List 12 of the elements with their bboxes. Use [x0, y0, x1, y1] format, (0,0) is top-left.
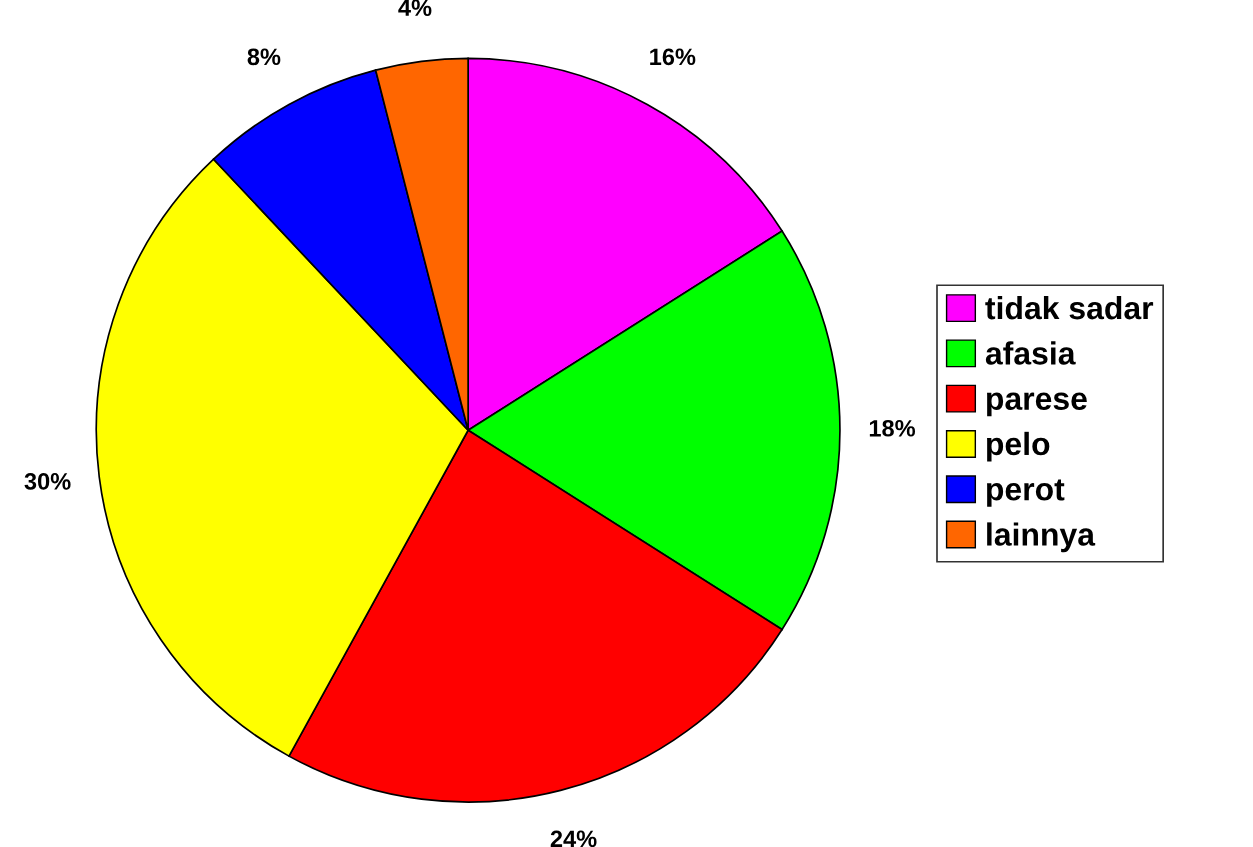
- legend-label: pelo: [987, 431, 1050, 462]
- legend-label: perot: [987, 479, 1065, 507]
- data-label: 24%: [550, 830, 597, 847]
- legend-label: afasia: [985, 341, 1076, 365]
- legend-label: tidak sadar: [985, 295, 1154, 320]
- data-label: 4%: [398, 0, 432, 17]
- legend-label: lainnya: [987, 522, 1096, 553]
- legend-label: parese: [987, 392, 1087, 417]
- data-label: 18%: [869, 419, 916, 437]
- data-label: 30%: [24, 473, 71, 490]
- data-label: 16%: [650, 48, 696, 66]
- data-label: 8%: [247, 48, 281, 66]
